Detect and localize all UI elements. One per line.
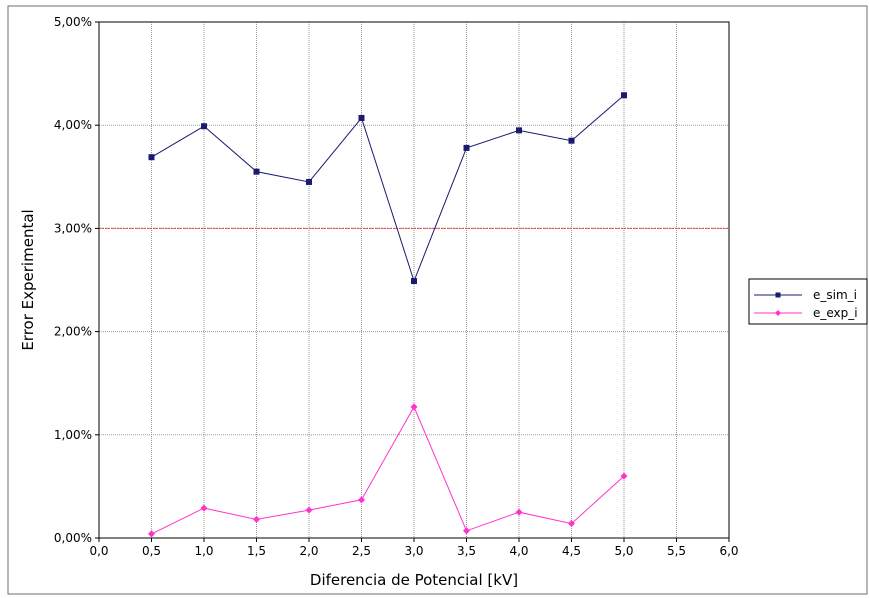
legend: e_sim_i e_exp_i bbox=[748, 278, 868, 325]
data-point-e-exp-i bbox=[253, 515, 260, 523]
legend-box bbox=[748, 278, 868, 325]
x-axis-title: Diferencia de Potencial [kV] bbox=[310, 571, 518, 589]
y-tick-label: 5,00% bbox=[54, 15, 92, 29]
data-point-e-exp-i bbox=[148, 530, 155, 538]
data-point-e-sim-i bbox=[306, 178, 312, 185]
legend-label-e-sim-i: e_sim_i bbox=[813, 288, 857, 302]
x-tick-label: 6,0 bbox=[719, 544, 738, 558]
series-line-e-exp-i bbox=[151, 405, 625, 535]
x-tick-label: 0,5 bbox=[142, 544, 161, 558]
y-tick-label: 4,00% bbox=[54, 118, 92, 132]
data-point-e-sim-i bbox=[463, 144, 470, 151]
data-point-e-sim-i bbox=[621, 92, 627, 99]
data-point-e-sim-i bbox=[358, 114, 365, 121]
data-point-e-sim-i bbox=[568, 137, 575, 144]
x-axis-ticks: 0,0 0,5 1,0 1,5 2,0 2,5 3,0 3,5 4,0 4,5 5,0 5,5 6,0 bbox=[89, 538, 739, 558]
y-tick-label: 1,00% bbox=[54, 428, 92, 442]
data-point-e-sim-i bbox=[148, 154, 155, 161]
x-tick-label: 3,5 bbox=[457, 544, 476, 558]
series-line-e-sim-i bbox=[151, 94, 625, 283]
y-axis-ticks: 0,00% 1,00% 2,00% 3,00% 4,00% 5,00% bbox=[54, 15, 99, 545]
data-point-e-exp-i bbox=[463, 527, 470, 535]
x-tick-label: 5,0 bbox=[614, 544, 633, 558]
y-tick-label: 3,00% bbox=[54, 221, 92, 235]
x-tick-label: 5,5 bbox=[667, 544, 686, 558]
x-tick-label: 2,5 bbox=[352, 544, 371, 558]
data-point-e-exp-i bbox=[620, 472, 628, 480]
y-axis-title: Error Experimental bbox=[19, 209, 37, 350]
y-tick-label: 2,00% bbox=[54, 325, 92, 339]
x-tick-label: 2,0 bbox=[299, 544, 318, 558]
x-tick-label: 3,0 bbox=[404, 544, 423, 558]
data-point-e-sim-i bbox=[411, 278, 417, 285]
data-point-e-sim-i bbox=[516, 127, 522, 134]
data-point-e-exp-i bbox=[358, 496, 365, 504]
x-tick-label: 4,5 bbox=[562, 544, 581, 558]
y-tick-label: 0,00% bbox=[54, 531, 92, 545]
data-point-e-exp-i bbox=[515, 508, 523, 516]
legend-marker-e-exp-i bbox=[775, 310, 781, 316]
series-layer bbox=[148, 92, 628, 538]
x-tick-label: 1,0 bbox=[194, 544, 213, 558]
data-point-e-exp-i bbox=[568, 520, 575, 528]
series-e-exp-i bbox=[148, 403, 628, 538]
legend-label-e-exp-i: e_exp_i bbox=[813, 306, 858, 320]
data-point-e-exp-i bbox=[200, 504, 208, 512]
x-tick-label: 1,5 bbox=[247, 544, 266, 558]
data-point-e-exp-i bbox=[410, 403, 418, 411]
data-point-e-sim-i bbox=[253, 168, 260, 175]
legend-marker-e-sim-i bbox=[775, 292, 781, 298]
data-point-e-exp-i bbox=[305, 506, 313, 514]
series-e-sim-i bbox=[148, 92, 627, 285]
x-tick-label: 0,0 bbox=[89, 544, 108, 558]
x-tick-label: 4,0 bbox=[509, 544, 528, 558]
data-point-e-sim-i bbox=[201, 123, 207, 130]
